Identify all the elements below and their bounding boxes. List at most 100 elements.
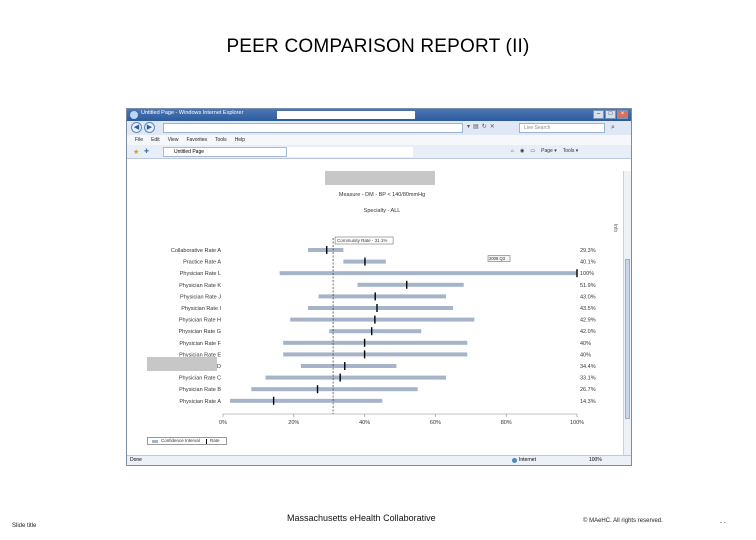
print-icon[interactable]: ▭ [530,148,536,154]
ci-bar [300,364,397,368]
rate-marker [370,327,373,336]
tab-untitled-page[interactable]: Untitled Page [163,147,287,157]
rate-marker [339,373,341,382]
menu-file[interactable]: File [135,137,144,143]
community-rate-box [334,236,394,245]
row-value-label: 40.1% [580,260,596,266]
menu-tools[interactable]: Tools [215,137,227,143]
rate-marker [272,396,275,405]
brand-text-pre: Massachusetts [287,513,350,523]
close-icon[interactable]: × [617,110,628,119]
redacted-region [147,357,217,371]
row-label: Physician Rate C [179,376,221,382]
menu-view[interactable]: View [167,137,179,143]
row-value-label: 43.5% [580,306,596,312]
rate-marker [344,362,346,370]
stop-icon[interactable]: ✕ [489,124,495,130]
row-value-label: 42.0% [580,329,596,335]
window-controls: – □ × [593,110,628,119]
row-value-label: 51.9% [580,283,596,289]
row-label: Practice Rate A [183,260,221,266]
x-tick-label: 60% [430,420,441,426]
search-icon[interactable]: ⌕ [611,124,615,131]
address-input[interactable] [163,123,463,133]
menu-favorites[interactable]: Favorites [186,137,207,143]
row-label: Physician Rate J [180,294,221,300]
slide-title: PEER COMPARISON REPORT (II) [226,36,530,57]
row-value-label: 34.4% [580,364,596,370]
dropdown-icon[interactable]: ▾ [467,124,471,130]
favorites-star-icon[interactable]: ★ [133,149,140,156]
page-content: Measure - DM - BP < 140/80mmHg Specialty… [127,159,631,457]
community-rate-label: Community Rate - 31.1% [337,238,387,243]
rate-marker [316,385,319,394]
row-value-label: 42.9% [580,318,596,324]
row-value-label: 40% [580,341,591,347]
tools-menu[interactable]: Tools ▾ [562,148,579,154]
page-menu[interactable]: Page ▾ [541,148,557,154]
vertical-scrollbar[interactable] [623,171,631,455]
feeds-icon[interactable]: ◉ [520,148,525,154]
brand-e: e [349,513,355,523]
legend-ci-label: Confidence Interval [161,438,200,443]
row-value-label: 40% [580,352,591,358]
ci-bar [283,340,468,345]
ci-bar [307,248,344,252]
callout-label: 2008 Q3 [489,256,506,261]
footer-brand: Massachusetts eHealth Collaborative [287,513,436,523]
row-value-label: 29.3% [580,248,596,254]
status-text: Done [130,457,142,463]
row-value-label: 100% [580,271,594,277]
browser-window: Untitled Page - Windows Internet Explore… [126,108,632,466]
rate-marker [326,246,328,254]
row-label: Physician Rate I [181,306,221,312]
row-value-label: 14.3% [580,399,596,405]
rate-marker [363,338,366,347]
command-bar: ⌂ ◉ ▭ Page ▾ Tools ▾ [511,148,578,154]
rate-marker [576,269,578,278]
row-label: Collaborative Rate A [171,248,221,254]
compat-icon[interactable]: ▤ [473,124,479,130]
peer-comparison-chart: 0% 20% 40% 60% 80% 100% Collaborative Rate A 29… [171,236,596,426]
minimize-icon[interactable]: – [593,110,604,119]
back-button[interactable]: ◀ [131,122,142,133]
ie-icon [130,111,138,119]
browser-titlebar: Untitled Page - Windows Internet Explore… [127,109,631,121]
footer-copyright: © MAeHC. All rights reserved. [583,518,663,524]
row-label: Physician Rate G [179,329,222,335]
ci-bar [290,317,475,322]
search-input[interactable]: Live Search [519,123,605,133]
legend-rate-swatch [206,439,207,444]
redacted-region [277,111,415,119]
row-label: Physician Rate F [179,341,221,347]
redacted-region [287,147,413,157]
row-value-label: 26.7% [580,387,596,393]
redacted-region [325,171,435,185]
menu-help[interactable]: Help [234,137,245,143]
rate-marker [374,292,376,301]
chart-legend: Confidence Interval Rate [147,437,227,445]
callout-box [487,255,511,262]
row-label: Physician Rate A [179,399,221,405]
x-tick-label: 100% [570,420,584,426]
forward-button[interactable]: ▶ [144,122,155,133]
ci-bar [357,282,464,287]
menu-edit[interactable]: Edit [151,137,160,143]
menu-bar: File Edit View Favorites Tools Help [127,135,631,145]
x-tick-label: 20% [288,420,299,426]
home-icon[interactable]: ⌂ [511,148,515,154]
footer-page-number: - - [720,520,726,526]
ci-bar [251,387,418,392]
row-label: Physician Rate E [179,352,221,358]
maximize-icon[interactable]: □ [605,110,616,119]
refresh-icon[interactable]: ↻ [481,124,487,130]
rate-marker [364,257,366,266]
status-bar: Done Internet 100% [127,455,631,465]
scroll-thumb[interactable] [625,259,630,419]
row-label: Physician Rate B [179,387,221,393]
zoom-level[interactable]: 100% [589,457,602,463]
ci-bar [307,306,454,310]
add-favorite-icon[interactable]: ✚ [144,149,150,155]
ci-bar [279,271,577,276]
ci-bar [318,294,447,299]
